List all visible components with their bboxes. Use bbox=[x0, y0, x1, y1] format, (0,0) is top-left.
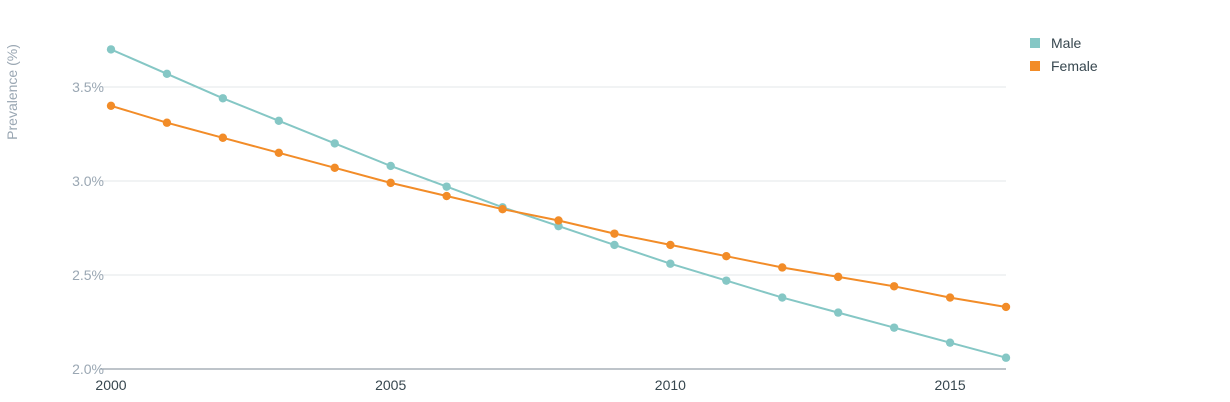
y-tick-label: 3.5% bbox=[72, 79, 104, 95]
x-tick-label: 2005 bbox=[375, 377, 406, 393]
legend-label: Female bbox=[1051, 58, 1098, 74]
data-point bbox=[386, 178, 395, 188]
series-lines bbox=[106, 45, 1011, 362]
series-line-male bbox=[110, 48, 1007, 359]
data-point bbox=[498, 205, 507, 214]
data-point bbox=[945, 293, 955, 302]
data-point bbox=[162, 69, 172, 79]
data-point bbox=[610, 240, 619, 250]
data-point bbox=[106, 101, 116, 111]
data-point bbox=[330, 139, 339, 148]
data-point bbox=[442, 191, 451, 201]
legend-swatch bbox=[1030, 38, 1040, 48]
data-point bbox=[722, 276, 731, 285]
y-tick-label: 2.5% bbox=[72, 267, 104, 283]
data-point bbox=[889, 323, 899, 332]
data-point bbox=[833, 308, 843, 317]
legend-label: Male bbox=[1051, 35, 1082, 51]
data-point bbox=[218, 133, 228, 142]
y-axis-ticks: 2.0% 2.5% 3.0% 3.5% bbox=[72, 79, 104, 377]
legend-item-male[interactable]: Male bbox=[1030, 35, 1082, 51]
series-female bbox=[106, 101, 1011, 312]
y-tick-label: 3.0% bbox=[72, 173, 104, 189]
data-point bbox=[610, 229, 619, 238]
data-point bbox=[442, 182, 451, 191]
x-axis-ticks: 2000 2005 2010 2015 bbox=[95, 377, 965, 393]
x-tick-label: 2010 bbox=[655, 377, 686, 393]
data-point bbox=[1001, 302, 1011, 312]
series-line-female bbox=[110, 104, 1007, 308]
x-tick-label: 2000 bbox=[95, 377, 126, 393]
data-point bbox=[833, 272, 843, 282]
data-point bbox=[1001, 353, 1011, 362]
data-point bbox=[778, 263, 787, 272]
legend-item-female[interactable]: Female bbox=[1030, 58, 1098, 74]
y-tick-label: 2.0% bbox=[72, 361, 104, 377]
data-point bbox=[666, 259, 675, 268]
data-point bbox=[666, 240, 675, 250]
data-point bbox=[889, 282, 899, 291]
data-point bbox=[554, 216, 563, 225]
data-point bbox=[330, 163, 339, 173]
grid-lines bbox=[100, 86, 1006, 370]
series-male bbox=[106, 45, 1011, 362]
data-point bbox=[778, 293, 787, 302]
y-axis-label: Prevalence (%) bbox=[4, 44, 20, 140]
x-tick-label: 2015 bbox=[934, 377, 965, 393]
legend-swatch bbox=[1030, 61, 1040, 71]
data-point bbox=[274, 148, 284, 157]
data-point bbox=[945, 338, 955, 347]
data-point bbox=[106, 45, 116, 54]
legend[interactable]: Male Female bbox=[1030, 35, 1098, 74]
data-point bbox=[386, 161, 395, 171]
data-point bbox=[274, 116, 284, 126]
data-point bbox=[722, 252, 731, 261]
data-point bbox=[162, 118, 172, 127]
data-point bbox=[218, 94, 228, 103]
